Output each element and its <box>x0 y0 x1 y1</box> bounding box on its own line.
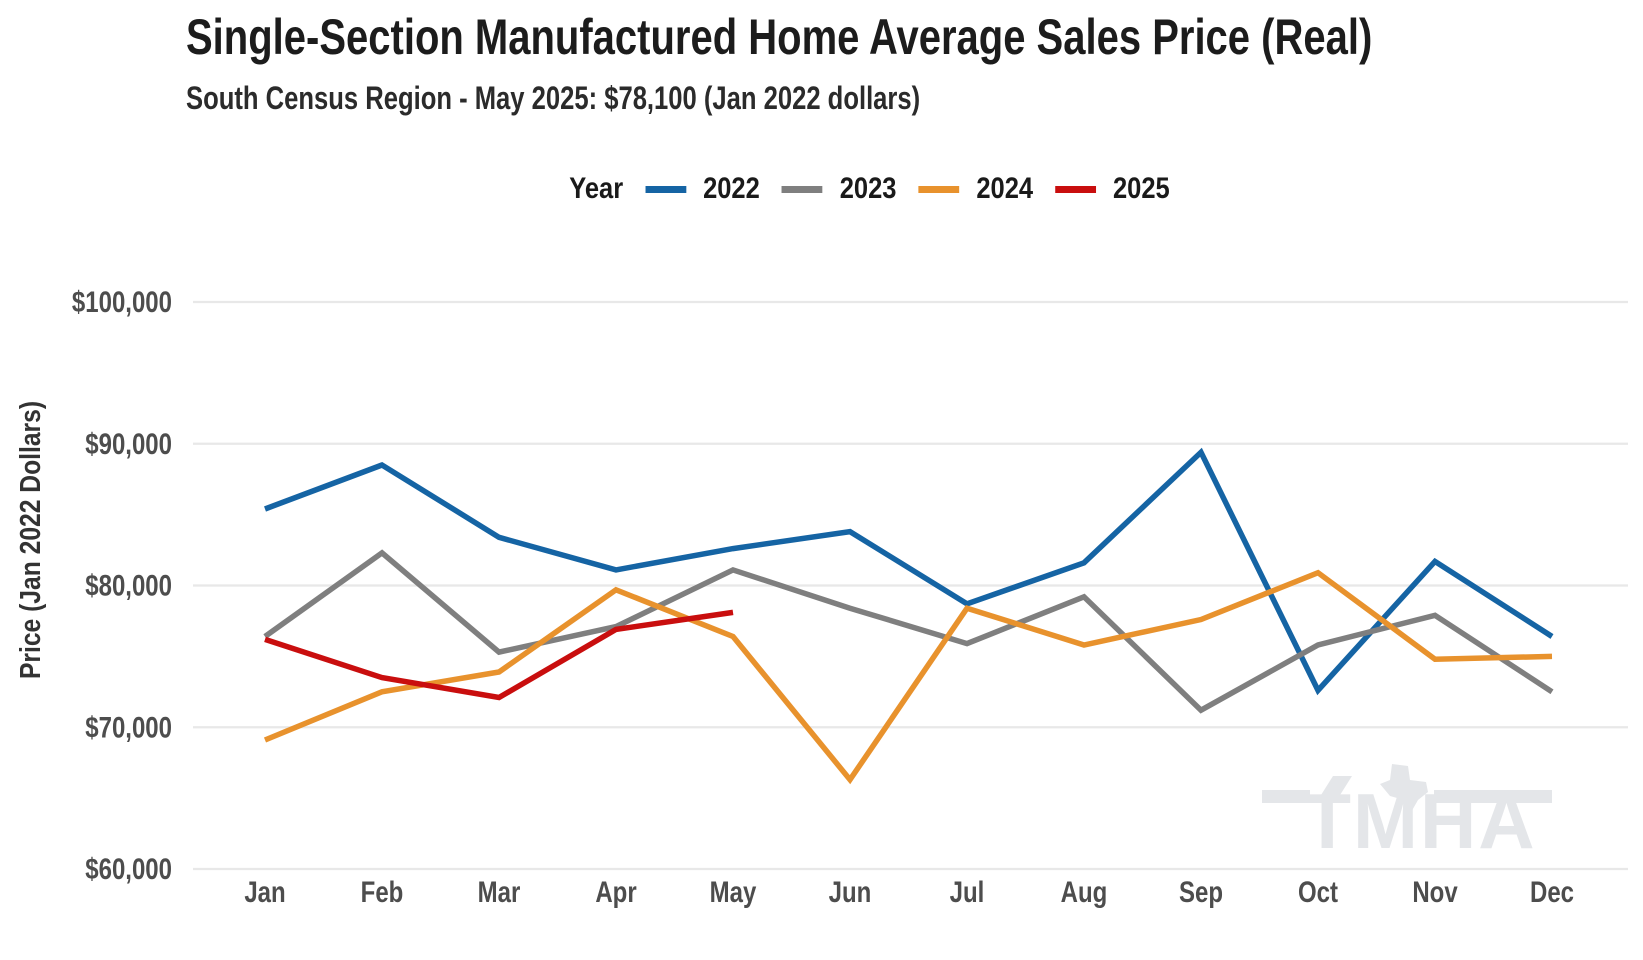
watermark-shape <box>1316 776 1352 803</box>
page-title: Single-Section Manufactured Home Average… <box>186 9 1373 65</box>
month-label-Apr: Apr <box>595 874 637 908</box>
watermark-shape <box>1434 790 1552 803</box>
x-tick-label: Feb <box>361 874 404 908</box>
chart-header: Single-Section Manufactured Home Average… <box>186 8 1586 117</box>
watermark-text: TMHA <box>1303 777 1536 865</box>
legend-label-2025: 2025 <box>1112 172 1170 205</box>
series-line-2024 <box>263 569 1553 785</box>
x-tick-label: Jan <box>244 874 285 908</box>
series-line-2023 <box>263 549 1554 714</box>
legend-swatch-2025 <box>1055 185 1096 193</box>
watermark-shape <box>1262 790 1310 803</box>
month-label-Jan: Jan <box>244 874 285 908</box>
month-label-Dec: Dec <box>1530 874 1574 908</box>
x-tick-label: Aug <box>1061 874 1108 908</box>
month-label-Nov: Nov <box>1412 874 1457 908</box>
page-subtitle: South Census Region - May 2025: $78,100 … <box>186 80 921 116</box>
legend-item-2024: 2024 <box>918 172 1034 206</box>
x-tick-label: May <box>710 874 757 908</box>
legend-label-2023: 2023 <box>839 172 897 205</box>
x-tick-label: Jul <box>950 874 985 908</box>
x-tick-label: Nov <box>1412 874 1457 908</box>
y-tick-label: $90,000 <box>85 426 172 460</box>
y-tick-label: $80,000 <box>85 568 172 602</box>
watermark-logo: TMHA <box>1262 764 1552 865</box>
legend-swatch-2024 <box>918 185 960 193</box>
legend-label-2024: 2024 <box>976 172 1034 205</box>
y-tick-90000: $90,000 <box>85 426 172 460</box>
series-line-2022 <box>264 447 1554 696</box>
x-tick-label: Mar <box>478 874 521 908</box>
month-label-Mar: Mar <box>478 874 521 908</box>
y-tick-60000: $60,000 <box>85 851 172 885</box>
legend-item-2025: 2025 <box>1055 172 1170 206</box>
y-tick-70000: $70,000 <box>85 710 172 744</box>
x-tick-label: Jun <box>829 874 872 908</box>
x-tick-label: Apr <box>595 874 637 908</box>
legend: Year 2022 2023 2024 2025 <box>171 172 1568 206</box>
month-label-Sep: Sep <box>1179 874 1223 908</box>
x-tick-label: Oct <box>1298 874 1338 908</box>
legend-label-2022: 2022 <box>703 172 760 205</box>
legend-item-2023: 2023 <box>781 172 897 206</box>
y-tick-label: $100,000 <box>72 284 172 318</box>
series-line-2025 <box>264 609 734 701</box>
x-tick-label: Dec <box>1530 874 1574 908</box>
month-label-Oct: Oct <box>1298 874 1338 908</box>
legend-swatch-2022 <box>645 185 687 193</box>
legend-title: Year <box>569 172 624 205</box>
y-tick-80000: $80,000 <box>85 568 172 602</box>
month-label-Jul: Jul <box>950 874 985 908</box>
month-label-Aug: Aug <box>1061 874 1108 908</box>
watermark-shape <box>1380 764 1428 814</box>
y-tick-100000: $100,000 <box>72 284 172 318</box>
month-label-Jun: Jun <box>829 874 872 908</box>
legend-items: 2022 2023 2024 2025 <box>645 172 1170 206</box>
legend-item-2022: 2022 <box>645 172 760 206</box>
y-tick-label: $60,000 <box>85 851 172 885</box>
month-label-Feb: Feb <box>361 874 404 908</box>
y-tick-label: $70,000 <box>85 710 172 744</box>
legend-swatch-2023 <box>781 185 823 193</box>
y-axis-title-text: Price (Jan 2022 Dollars) <box>14 401 46 679</box>
y-axis-title: Price (Jan 2022 Dollars) <box>14 401 46 679</box>
x-tick-label: Sep <box>1179 874 1223 908</box>
month-label-May: May <box>710 874 757 908</box>
